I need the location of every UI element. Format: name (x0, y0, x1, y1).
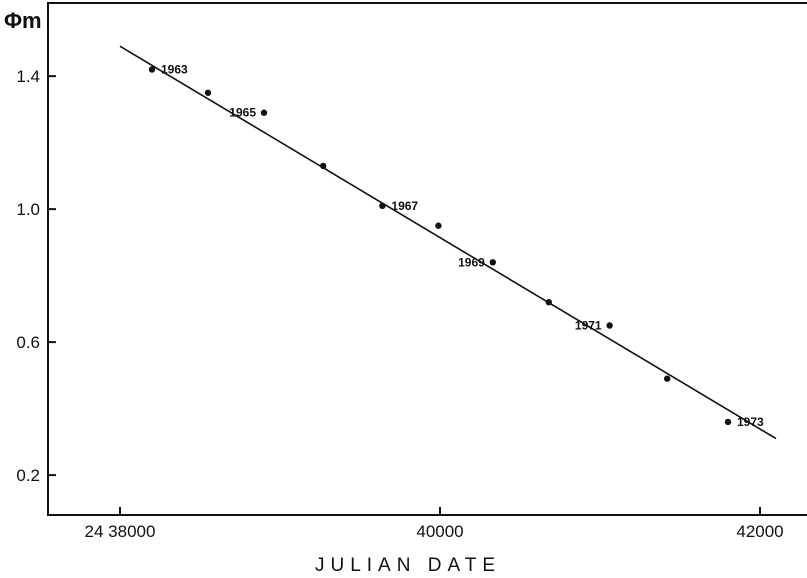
data-point (435, 222, 442, 229)
data-point (260, 109, 268, 116)
data-point (320, 162, 327, 170)
data-point (148, 66, 156, 73)
x-tick-label: 40000 (416, 522, 463, 541)
point-label: 1963 (161, 62, 188, 76)
plot-frame (47, 2, 807, 516)
point-label: 1973 (737, 415, 764, 429)
x-tick-label: 42000 (736, 522, 783, 541)
data-point (664, 375, 671, 382)
point-label: 1967 (391, 199, 418, 213)
y-tick-label: 1.0 (16, 200, 40, 219)
data-point (379, 202, 386, 210)
point-label: 1965 (229, 106, 256, 120)
data-point (489, 259, 496, 266)
point-label: 1969 (458, 255, 485, 269)
y-tick-label: 0.6 (16, 333, 40, 352)
fit-line (119, 45, 777, 440)
y-ticks: 0.2 0.6 1.0 1.4 (16, 67, 56, 485)
data-point (545, 299, 552, 306)
y-tick-label: 1.4 (16, 67, 40, 86)
point-label: 1971 (575, 318, 602, 332)
fit-line-group (119, 45, 777, 440)
x-ticks: 24 38000 40000 42000 (85, 507, 784, 541)
data-points: 1963 1965 1967 1969 1971 1973 (148, 62, 764, 429)
data-point (204, 89, 212, 96)
data-point (724, 418, 732, 426)
x-tick-label: 24 38000 (85, 522, 156, 541)
y-tick-label: 0.2 (16, 466, 40, 485)
y-axis-label: Φm (4, 8, 42, 33)
data-point (606, 322, 613, 329)
x-axis-label: JULIAN DATE (315, 555, 501, 576)
